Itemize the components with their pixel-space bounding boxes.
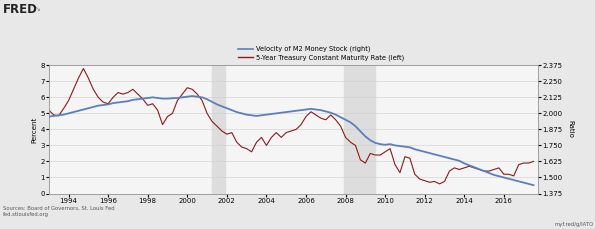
- Y-axis label: Percent: Percent: [32, 116, 37, 142]
- Bar: [212, 65, 226, 194]
- Text: myf.red/g/IATO: myf.red/g/IATO: [555, 222, 594, 227]
- Y-axis label: Ratio: Ratio: [567, 120, 573, 138]
- Text: ↘: ↘: [35, 6, 40, 12]
- Text: FRED: FRED: [3, 3, 38, 16]
- Text: Sources: Board of Governors, St. Louis Fed
fed.stlouisfed.org: Sources: Board of Governors, St. Louis F…: [3, 206, 115, 217]
- Bar: [344, 65, 375, 194]
- Legend: Velocity of M2 Money Stock (right), 5-Year Treasury Constant Maturity Rate (left: Velocity of M2 Money Stock (right), 5-Ye…: [238, 46, 405, 61]
